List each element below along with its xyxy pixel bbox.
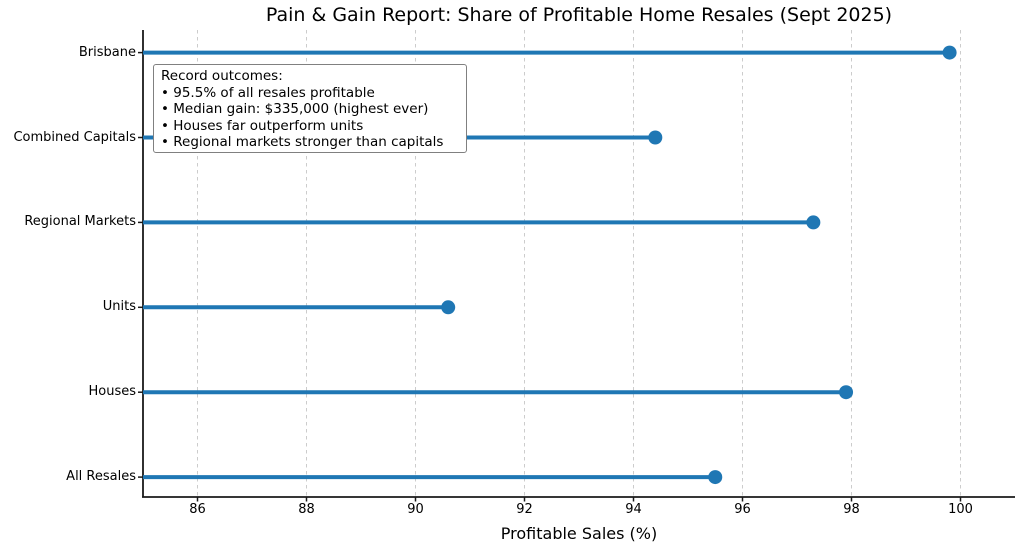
data-point-marker <box>942 45 957 60</box>
data-point-marker <box>708 470 723 485</box>
y-tick-label: All Resales <box>66 469 136 485</box>
annotation-bullet: • Median gain: $335,000 (highest ever) <box>161 101 429 118</box>
x-tick-label: 98 <box>843 502 860 517</box>
data-point-marker <box>441 300 456 315</box>
x-tick-label: 86 <box>189 502 206 517</box>
chart-title: Pain & Gain Report: Share of Profitable … <box>265 4 893 26</box>
y-tick-label: Brisbane <box>78 44 136 60</box>
y-tick-label: Units <box>102 299 136 315</box>
annotation-bullet: • 95.5% of all resales profitable <box>161 84 375 101</box>
annotation-bullet: • Houses far outperform units <box>161 117 364 134</box>
y-tick-label: Houses <box>88 384 136 400</box>
y-tick-label: Regional Markets <box>24 214 136 230</box>
x-tick-label: 92 <box>516 502 533 517</box>
annotation-box: Record outcomes: • 95.5% of all resales … <box>153 64 467 153</box>
x-tick-label: 100 <box>948 502 973 517</box>
data-point-marker <box>648 130 663 145</box>
annotation-bullet: • Regional markets stronger than capital… <box>161 134 444 151</box>
y-tick-label: Combined Capitals <box>13 129 136 145</box>
x-axis-label: Profitable Sales (%) <box>500 524 658 543</box>
x-tick-label: 94 <box>625 502 642 517</box>
data-point-marker <box>839 385 854 400</box>
x-tick-label: 88 <box>298 502 315 517</box>
data-point-marker <box>806 215 821 230</box>
x-tick-label: 90 <box>407 502 424 517</box>
annotation-heading: Record outcomes: <box>161 68 283 84</box>
x-tick-label: 96 <box>734 502 751 517</box>
